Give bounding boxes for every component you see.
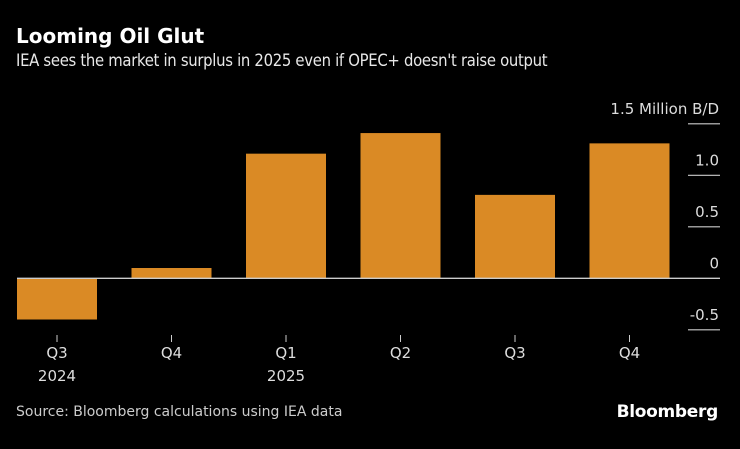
- x-tick-label: Q3: [46, 344, 67, 362]
- bloomberg-logo: Bloomberg: [616, 402, 719, 422]
- source-note: Source: Bloomberg calculations using IEA…: [16, 404, 343, 420]
- y-tick-label: 0.5: [695, 203, 719, 221]
- bar: [131, 268, 212, 279]
- x-tick-label: Q4: [161, 344, 182, 362]
- x-tick-label: Q2: [390, 344, 411, 362]
- x-tick-year-label: 2024: [38, 367, 76, 385]
- bar: [360, 133, 441, 279]
- y-tick-label: 0: [709, 254, 719, 272]
- chart-subtitle: IEA sees the market in surplus in 2025 e…: [16, 51, 548, 70]
- x-tick-year-label: 2025: [267, 367, 305, 385]
- bar: [17, 278, 97, 320]
- y-tick-label: 1.0: [695, 151, 719, 169]
- x-tick-label: Q1: [275, 344, 296, 362]
- bar: [475, 194, 555, 279]
- x-tick-label: Q3: [504, 344, 525, 362]
- chart-title: Looming Oil Glut: [16, 24, 205, 48]
- y-tick-label: 1.5 Million B/D: [610, 100, 719, 118]
- x-tick-label: Q4: [619, 344, 640, 362]
- bar: [589, 143, 670, 279]
- y-tick-label: -0.5: [690, 306, 719, 324]
- bar: [246, 153, 326, 279]
